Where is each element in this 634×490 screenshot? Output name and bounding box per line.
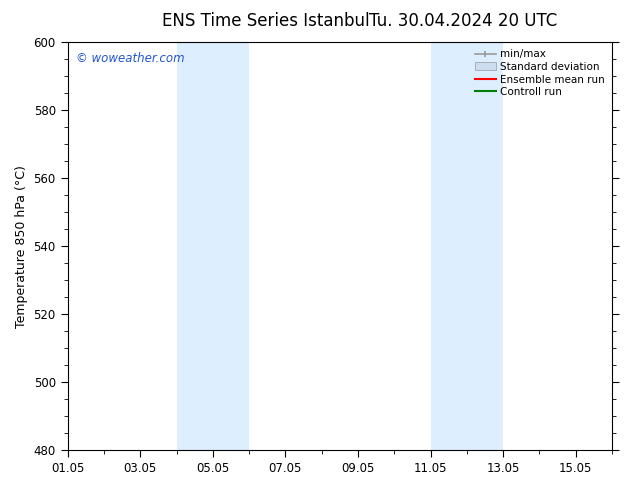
Bar: [430, 42, 503, 450]
Legend: min/max, Standard deviation, Ensemble mean run, Controll run: min/max, Standard deviation, Ensemble me…: [473, 47, 607, 99]
Bar: [176, 42, 249, 450]
Text: ENS Time Series Istanbul: ENS Time Series Istanbul: [162, 12, 370, 30]
Y-axis label: Temperature 850 hPa (°C): Temperature 850 hPa (°C): [15, 165, 28, 327]
Text: Tu. 30.04.2024 20 UTC: Tu. 30.04.2024 20 UTC: [369, 12, 557, 30]
Text: © woweather.com: © woweather.com: [76, 52, 184, 65]
